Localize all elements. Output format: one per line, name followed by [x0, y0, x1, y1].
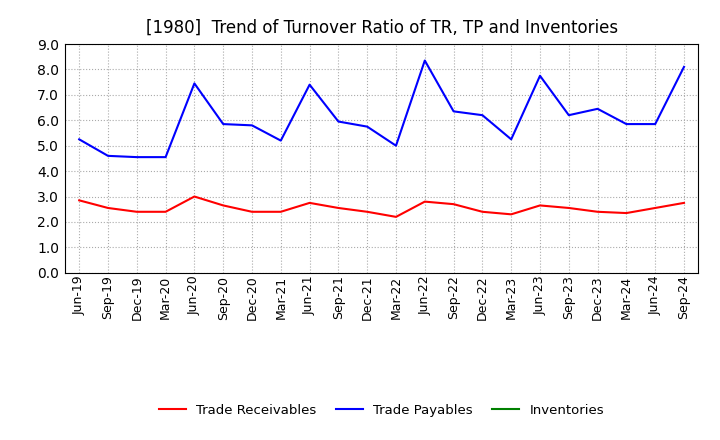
Trade Payables	[190, 81, 199, 86]
Trade Receivables	[104, 205, 112, 211]
Trade Payables	[305, 82, 314, 87]
Trade Receivables	[564, 205, 573, 211]
Trade Receivables	[276, 209, 285, 214]
Trade Payables	[564, 113, 573, 118]
Trade Payables	[536, 73, 544, 78]
Trade Payables	[478, 113, 487, 118]
Trade Payables	[104, 153, 112, 158]
Trade Payables	[651, 121, 660, 127]
Line: Trade Receivables: Trade Receivables	[79, 197, 684, 217]
Trade Payables	[334, 119, 343, 124]
Trade Receivables	[219, 203, 228, 208]
Trade Payables	[363, 124, 372, 129]
Trade Receivables	[363, 209, 372, 214]
Trade Receivables	[392, 214, 400, 220]
Trade Payables	[593, 106, 602, 111]
Trade Payables	[75, 137, 84, 142]
Trade Receivables	[305, 200, 314, 205]
Trade Payables	[161, 154, 170, 160]
Trade Payables	[680, 64, 688, 70]
Trade Payables	[622, 121, 631, 127]
Title: [1980]  Trend of Turnover Ratio of TR, TP and Inventories: [1980] Trend of Turnover Ratio of TR, TP…	[145, 19, 618, 37]
Trade Receivables	[536, 203, 544, 208]
Trade Payables	[248, 123, 256, 128]
Trade Payables	[507, 137, 516, 142]
Trade Receivables	[161, 209, 170, 214]
Trade Receivables	[132, 209, 141, 214]
Trade Receivables	[680, 200, 688, 205]
Trade Receivables	[651, 205, 660, 211]
Trade Receivables	[248, 209, 256, 214]
Trade Receivables	[507, 212, 516, 217]
Line: Trade Payables: Trade Payables	[79, 61, 684, 157]
Trade Receivables	[75, 198, 84, 203]
Trade Receivables	[190, 194, 199, 199]
Trade Payables	[132, 154, 141, 160]
Trade Payables	[420, 58, 429, 63]
Trade Receivables	[449, 202, 458, 207]
Trade Receivables	[622, 210, 631, 216]
Trade Payables	[219, 121, 228, 127]
Trade Payables	[276, 138, 285, 143]
Trade Receivables	[334, 205, 343, 211]
Trade Receivables	[478, 209, 487, 214]
Trade Receivables	[593, 209, 602, 214]
Legend: Trade Receivables, Trade Payables, Inventories: Trade Receivables, Trade Payables, Inven…	[154, 398, 609, 422]
Trade Receivables	[420, 199, 429, 204]
Trade Payables	[449, 109, 458, 114]
Trade Payables	[392, 143, 400, 148]
